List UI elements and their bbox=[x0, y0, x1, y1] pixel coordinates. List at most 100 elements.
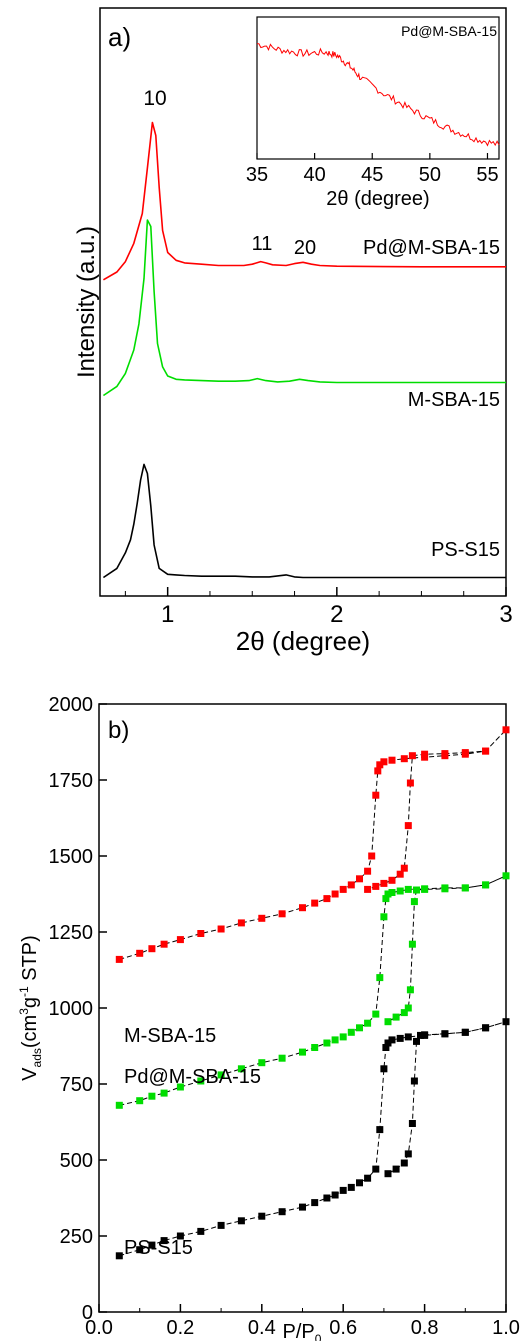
isotherm-point-pd-m-sba-15 bbox=[482, 747, 490, 755]
isotherm-point-ps-s15 bbox=[421, 1031, 429, 1039]
isotherm-point-ps-s15 bbox=[364, 1174, 372, 1182]
inset-x-tick-label: 35 bbox=[246, 164, 268, 186]
isotherm-point-ps-s15 bbox=[461, 1028, 469, 1036]
isotherm-point-m-sba-15 bbox=[400, 1009, 408, 1017]
isotherm-point-pd-m-sba-15 bbox=[406, 779, 414, 787]
iso-label-ps-s15: PS-S15 bbox=[124, 1237, 193, 1259]
b-x-tick-label: 0.6 bbox=[329, 1317, 357, 1339]
isotherm-point-ps-s15 bbox=[311, 1199, 319, 1207]
isotherm-point-pd-m-sba-15 bbox=[408, 752, 416, 760]
isotherm-point-pd-m-sba-15 bbox=[400, 755, 408, 763]
panel-b-y-ticks: 0 250 500 750 1000 1250 1500 1750 2000 bbox=[49, 694, 107, 1324]
isotherm-point-ps-s15 bbox=[400, 1159, 408, 1167]
peak-label-11: 11 bbox=[252, 233, 273, 255]
b-y-tick-label: 1250 bbox=[49, 922, 94, 944]
inset-line-pd-m-sba-15 bbox=[257, 43, 500, 147]
isotherm-point-m-sba-15 bbox=[331, 1036, 339, 1044]
inset-title: Pd@M-SBA-15 bbox=[401, 23, 497, 39]
isotherm-point-m-sba-15 bbox=[421, 885, 429, 893]
isotherm-point-ps-s15 bbox=[148, 1241, 156, 1249]
isotherm-point-ps-s15 bbox=[339, 1186, 347, 1194]
isotherm-point-pd-m-sba-15 bbox=[299, 904, 306, 912]
isotherm-point-ps-s15 bbox=[502, 1018, 510, 1026]
b-x-tick-label: 0.2 bbox=[166, 1317, 194, 1339]
isotherm-point-pd-m-sba-15 bbox=[374, 767, 382, 775]
isotherm-point-pd-m-sba-15 bbox=[372, 791, 380, 799]
isotherm-point-ps-s15 bbox=[410, 1077, 418, 1085]
isotherm-point-pd-m-sba-15 bbox=[237, 919, 245, 927]
isotherm-point-ps-s15 bbox=[392, 1165, 400, 1173]
b-x-tick-label: 0.0 bbox=[85, 1317, 113, 1339]
isotherm-point-ps-s15 bbox=[356, 1179, 363, 1187]
isotherm-point-pd-m-sba-15 bbox=[368, 852, 376, 860]
isotherm-point-pd-m-sba-15 bbox=[356, 875, 363, 883]
isotherm-point-pd-m-sba-15 bbox=[311, 899, 319, 907]
isotherm-point-ps-s15 bbox=[380, 1065, 388, 1073]
b-y-tick-label: 750 bbox=[60, 1074, 93, 1096]
isotherm-point-m-sba-15 bbox=[356, 1024, 363, 1032]
panel-a-frame bbox=[99, 7, 507, 597]
isotherm-point-ps-s15 bbox=[384, 1170, 392, 1178]
isotherm-point-pd-m-sba-15 bbox=[421, 750, 429, 758]
b-y-tick-label: 1500 bbox=[49, 846, 94, 868]
a-x-tick-label: 3 bbox=[499, 601, 512, 628]
b-y-tick-label: 1750 bbox=[49, 770, 94, 792]
isotherm-point-m-sba-15 bbox=[396, 887, 404, 895]
isotherm-point-m-sba-15 bbox=[388, 889, 396, 896]
b-y-tick-label: 250 bbox=[60, 1226, 93, 1248]
isotherm-point-pd-m-sba-15 bbox=[380, 758, 388, 766]
isotherm-point-m-sba-15 bbox=[382, 895, 390, 903]
isotherm-point-pd-m-sba-15 bbox=[372, 882, 380, 890]
isotherm-point-ps-s15 bbox=[347, 1183, 355, 1191]
isotherm-point-ps-s15 bbox=[413, 1037, 420, 1045]
isotherm-point-ps-s15 bbox=[441, 1030, 449, 1038]
isotherm-point-m-sba-15 bbox=[160, 1089, 168, 1097]
b-y-tick-label: 0 bbox=[82, 1302, 93, 1324]
inset-frame bbox=[256, 16, 500, 160]
isotherm-point-ps-s15 bbox=[331, 1191, 339, 1199]
isotherm-point-m-sba-15 bbox=[323, 1039, 331, 1047]
b-y-tick-label: 1000 bbox=[49, 998, 94, 1020]
isotherm-point-ps-s15 bbox=[396, 1034, 404, 1042]
peak-label-10: 10 bbox=[143, 87, 166, 110]
isotherm-point-m-sba-15 bbox=[311, 1044, 319, 1051]
isotherm-point-m-sba-15 bbox=[339, 1033, 347, 1041]
isotherm-point-ps-s15 bbox=[160, 1237, 168, 1245]
isotherm-point-m-sba-15 bbox=[364, 1019, 372, 1027]
isotherm-point-pd-m-sba-15 bbox=[197, 930, 205, 937]
isotherm-point-m-sba-15 bbox=[148, 1092, 156, 1100]
panel-b-x-ticks: 0.0 0.2 0.4 0.6 0.8 1.0 bbox=[85, 1304, 520, 1339]
panel-a-label: a) bbox=[108, 22, 131, 52]
isotherm-point-ps-s15 bbox=[388, 1036, 396, 1044]
isotherm-point-m-sba-15 bbox=[258, 1059, 266, 1067]
isotherm-point-pd-m-sba-15 bbox=[176, 936, 184, 944]
isotherm-point-pd-m-sba-15 bbox=[364, 867, 372, 875]
panel-a-x-axis-title: 2θ (degree) bbox=[236, 626, 370, 656]
inset-x-tick-label: 45 bbox=[361, 164, 383, 186]
isotherm-line-ps-s15 bbox=[119, 1021, 507, 1257]
isotherm-point-m-sba-15 bbox=[372, 1010, 380, 1018]
isotherm-point-ps-s15 bbox=[237, 1217, 245, 1225]
isotherm-point-ps-s15 bbox=[417, 1031, 424, 1039]
isotherm-line-pd-m-sba-15 bbox=[119, 729, 507, 960]
isotherm-point-ps-s15 bbox=[372, 1165, 380, 1173]
isotherm-point-ps-s15 bbox=[482, 1024, 490, 1032]
isotherm-point-ps-s15 bbox=[278, 1208, 286, 1216]
isotherm-point-pd-m-sba-15 bbox=[278, 910, 286, 918]
isotherm-point-m-sba-15 bbox=[441, 885, 449, 893]
isotherm-point-pd-m-sba-15 bbox=[160, 940, 168, 948]
panel-a-series-group bbox=[102, 121, 506, 579]
isotherm-point-ps-s15 bbox=[323, 1194, 331, 1202]
series-label-pd-m-sba-15: Pd@M-SBA-15 bbox=[363, 237, 500, 259]
panel-b-y-axis-title: Vads(cm3g-1 STP) bbox=[17, 935, 44, 1081]
isotherm-point-m-sba-15 bbox=[408, 940, 416, 948]
isotherm-point-pd-m-sba-15 bbox=[461, 749, 469, 757]
isotherm-point-ps-s15 bbox=[217, 1221, 225, 1229]
isotherm-point-pd-m-sba-15 bbox=[396, 870, 404, 878]
inset-x-tick-label: 50 bbox=[419, 164, 441, 186]
panel-a-x-ticks: 1 2 3 bbox=[124, 587, 513, 628]
isotherm-point-m-sba-15 bbox=[482, 881, 490, 889]
isotherm-point-m-sba-15 bbox=[404, 885, 412, 893]
iso-label-pd-m-sba-15: Pd@M-SBA-15 bbox=[124, 1066, 261, 1088]
